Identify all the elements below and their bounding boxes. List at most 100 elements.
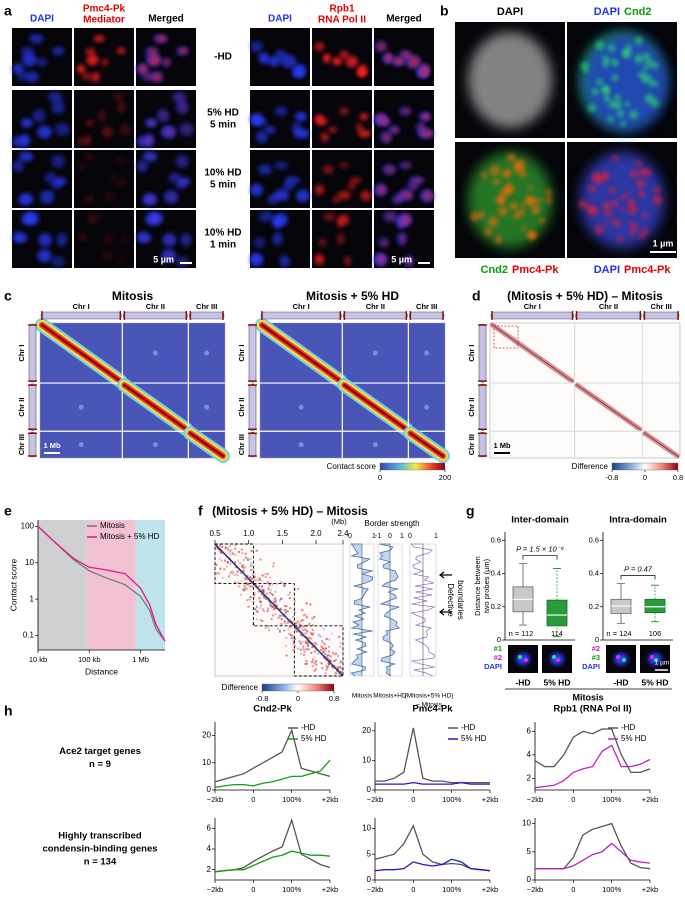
focus: [616, 235, 624, 242]
x-tick-label: −2kb: [207, 885, 223, 894]
focus: [654, 82, 659, 87]
contact-pixel: [225, 565, 228, 568]
focus: [545, 189, 552, 196]
track-line: [378, 543, 401, 677]
track-label: Mitosis+HD: [373, 693, 407, 700]
legend-label: 5% HD: [621, 734, 647, 743]
contact-pixel: [259, 579, 262, 582]
nucleus: [47, 91, 63, 103]
signal: [358, 64, 368, 75]
x-tick-label: 0: [251, 885, 255, 894]
legend-label: -HD: [301, 723, 315, 732]
chromosome-label: Chr I: [237, 344, 246, 361]
contact-pixel: [302, 645, 305, 648]
contact-pixel: [289, 607, 292, 610]
contact-pixel: [242, 559, 245, 562]
focus: [603, 94, 611, 102]
legend-label: -HD: [621, 723, 635, 732]
focus: [637, 190, 646, 198]
contact-pixel: [274, 606, 277, 609]
axis-unit: (Mb): [331, 517, 347, 526]
signal: [181, 123, 194, 136]
contact-pixel: [274, 604, 277, 607]
diagonal: [123, 383, 188, 431]
track-line: [409, 543, 436, 677]
contact-pixel: [217, 572, 220, 575]
signal: [138, 64, 148, 74]
probe-label: #2: [494, 653, 502, 662]
signal: [420, 64, 430, 75]
diagonal: [40, 323, 122, 383]
contact-pixel: [258, 596, 261, 599]
chart-title: Inter-domain: [511, 515, 569, 526]
contact-pixel: [218, 557, 221, 560]
diagonal: [409, 432, 445, 458]
contact-pixel: [304, 628, 307, 631]
focus: [634, 54, 644, 64]
nucleus: [293, 128, 310, 139]
contact-pixel: [242, 588, 245, 591]
contact-pixel: [240, 548, 243, 551]
contact-pixel: [317, 633, 320, 636]
colorbar-tick-label: 200: [439, 473, 452, 482]
contact-pixel: [301, 641, 304, 644]
signal: [338, 190, 351, 200]
signal: [177, 256, 189, 267]
nucleus: [19, 133, 30, 148]
x-tick-label: 100%: [602, 795, 622, 804]
category-label: 5% HD: [642, 677, 669, 687]
signal: [147, 213, 158, 225]
centromere-contact: [204, 404, 210, 410]
contact-pixel: [269, 604, 272, 607]
diagonal: [260, 323, 342, 383]
contact-pixel: [301, 634, 304, 637]
focus: [505, 169, 511, 175]
contact-pixel: [331, 666, 334, 669]
panel-title: Mitosis + 5% HD: [306, 289, 399, 303]
focus: [611, 199, 620, 208]
contact-pixel: [327, 658, 330, 661]
probe: [556, 658, 560, 662]
contact-pixel: [258, 584, 261, 587]
column-header: Pmc4-Pk: [83, 4, 126, 15]
contact-pixel: [273, 597, 276, 600]
chromosome-label: Chr II: [599, 302, 618, 311]
chromosome-bar: [478, 323, 487, 383]
colorbar-tick-label: 0: [296, 694, 300, 703]
contact-pixel: [333, 660, 336, 663]
colorbar-label: Contact score: [327, 462, 377, 471]
contact-pixel: [297, 622, 300, 625]
contact-pixel: [245, 587, 248, 590]
track-label: Mitosis: [352, 693, 373, 700]
signal: [152, 72, 163, 82]
signal: [90, 72, 101, 82]
signal: [147, 47, 158, 56]
contact-pixel: [249, 585, 252, 588]
contact-pixel: [293, 610, 296, 613]
nucleus: [39, 190, 55, 204]
signal: [382, 132, 392, 143]
contact-pixel: [303, 653, 306, 656]
signal: [86, 54, 99, 66]
x-tick-label: 100%: [442, 885, 462, 894]
y-axis-label: two probes (µm): [482, 558, 491, 613]
contact-pixel: [305, 602, 308, 605]
contact-pixel: [324, 649, 327, 652]
nucleus: [272, 231, 283, 246]
focus: [506, 153, 516, 162]
contact-pixel: [304, 640, 307, 643]
contact-pixel: [301, 631, 304, 634]
contact-pixel: [334, 658, 337, 661]
contact-pixel: [263, 596, 266, 599]
regime-band: [135, 520, 165, 650]
track-tick-label: 0: [388, 533, 392, 540]
y-tick-label: 0: [497, 635, 501, 644]
series-line: [214, 817, 331, 873]
contact-pixel: [296, 647, 299, 650]
row-label: Ace2 target genes: [59, 746, 141, 757]
chromosome-bar: [409, 311, 445, 320]
signal: [178, 47, 188, 55]
chart-title: Rpb1 (RNA Pol II): [553, 704, 631, 715]
y-tick-label: 0: [367, 785, 372, 794]
